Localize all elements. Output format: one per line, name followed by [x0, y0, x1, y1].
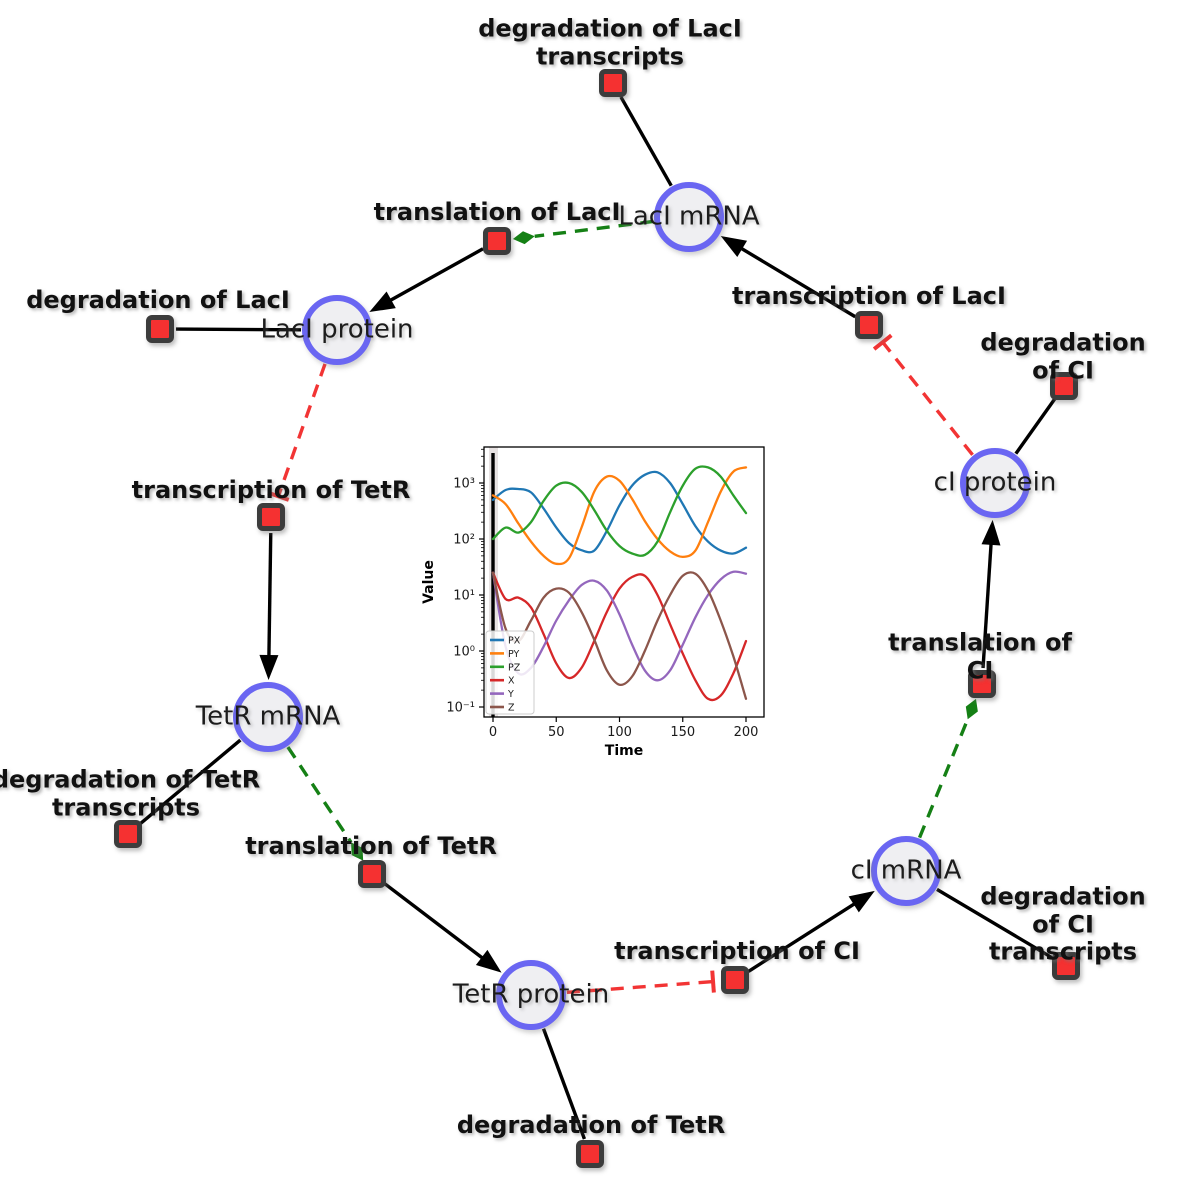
- edge-translation-laci-to-laci-protein: [369, 247, 484, 313]
- modifier-diamond-arrowhead: [965, 698, 978, 720]
- arrowhead: [981, 519, 1001, 546]
- species-label-ci-mrna: cI mRNA: [850, 855, 962, 886]
- reaction-label-deg-tetr-transcripts: degradation of TetR transcripts: [0, 765, 261, 821]
- svg-text:10¹: 10¹: [453, 589, 475, 604]
- reaction-label-translation-tetr: translation of TetR: [245, 832, 497, 861]
- arrowhead: [369, 291, 396, 313]
- edge-tetr-mrna-to-deg-tetr-transcripts: [139, 738, 242, 826]
- species-label-laci-mrna: LacI mRNA: [618, 201, 760, 232]
- edge-ci-protein-to-deg-ci: [1014, 398, 1057, 455]
- legend-entry-PY: PY: [508, 649, 520, 660]
- chart-axes-ticks: 0 50 100 150 200 10⁻¹ 10⁰ 10¹ 10² 10³: [446, 448, 759, 740]
- reaction-node-translation-ci[interactable]: [968, 670, 996, 698]
- reaction-node-deg-laci-transcripts[interactable]: [599, 69, 627, 97]
- y-axis-label: Value: [421, 560, 437, 604]
- svg-text:10³: 10³: [453, 477, 475, 492]
- legend-entry-Z: Z: [508, 703, 515, 714]
- arrowhead: [720, 236, 748, 258]
- species-label-laci-protein: LacI protein: [260, 314, 414, 345]
- svg-text:50: 50: [548, 725, 565, 740]
- svg-text:10⁰: 10⁰: [453, 645, 475, 660]
- arrowhead: [848, 890, 875, 913]
- chart-series: [491, 465, 748, 702]
- edge-laci-protein-to-deg-laci: [175, 327, 302, 332]
- svg-text:100: 100: [607, 725, 632, 740]
- legend-entry-X: X: [508, 676, 515, 687]
- reaction-label-transcription-ci: transcription of CI: [614, 937, 860, 966]
- modifier-diamond-arrowhead: [351, 842, 364, 861]
- svg-text:0: 0: [489, 725, 497, 740]
- inhibition-tee-head: [710, 970, 716, 993]
- legend-entry-PZ: PZ: [508, 662, 521, 673]
- species-node-laci-mrna[interactable]: [654, 182, 724, 252]
- reaction-node-deg-ci-transcripts[interactable]: [1052, 952, 1080, 980]
- reaction-label-deg-tetr: degradation of TetR: [456, 1111, 726, 1140]
- edge-laci-protein-to-transcription-tetr: [267, 363, 327, 502]
- edge-ci-mrna-to-translation-ci: [917, 698, 978, 839]
- reaction-node-deg-tetr[interactable]: [576, 1140, 604, 1168]
- reaction-label-deg-ci-transcripts: degradation of CI transcripts: [980, 882, 1146, 966]
- series-PX: [491, 470, 748, 555]
- svg-text:200: 200: [734, 725, 759, 740]
- edge-laci-mrna-to-deg-laci-transcripts: [619, 96, 673, 187]
- svg-text:10²: 10²: [453, 533, 475, 548]
- species-node-ci-mrna[interactable]: [871, 836, 941, 906]
- reaction-node-deg-ci[interactable]: [1050, 372, 1078, 400]
- inhibition-tee-head: [872, 333, 893, 351]
- edge-transcription-ci-to-ci-mrna: [747, 890, 875, 973]
- x-axis-label: Time: [605, 743, 643, 759]
- legend-entry-Y: Y: [507, 689, 514, 700]
- chart-frame: [483, 446, 765, 718]
- reaction-label-deg-laci: degradation of LacI: [26, 286, 290, 315]
- reaction-label-transcription-tetr: transcription of TetR: [131, 476, 411, 505]
- reaction-label-transcription-laci: transcription of LacI: [732, 282, 1006, 311]
- edge-tetr-protein-to-transcription-ci: [566, 970, 716, 995]
- series-Z: [491, 571, 748, 700]
- reaction-label-deg-ci: degradation of CI: [980, 328, 1146, 384]
- reaction-node-translation-laci[interactable]: [483, 227, 511, 255]
- reaction-label-translation-ci: translation of CI: [888, 628, 1072, 684]
- edge-tetr-mrna-to-translation-tetr: [286, 746, 364, 861]
- svg-text:150: 150: [670, 725, 695, 740]
- edge-transcription-laci-to-laci-mrna: [720, 236, 857, 319]
- series-PY: [491, 466, 748, 566]
- series-PZ: [491, 465, 748, 557]
- svg-text:10⁻¹: 10⁻¹: [446, 701, 475, 716]
- edge-laci-mrna-to-translation-laci: [512, 219, 654, 245]
- inset-timeseries-chart: 0 50 100 150 20010⁻¹10⁰10¹10²10³TimeValuePXP…: [421, 435, 784, 785]
- species-node-ci-protein[interactable]: [960, 448, 1030, 518]
- legend-entry-PX: PX: [508, 636, 521, 647]
- reaction-node-transcription-tetr[interactable]: [257, 503, 285, 531]
- edge-tetr-protein-to-deg-tetr: [541, 1028, 587, 1140]
- arrowhead: [259, 654, 279, 681]
- edge-translation-tetr-to-tetr-protein: [383, 882, 502, 973]
- modifier-diamond-arrowhead: [512, 231, 535, 245]
- reaction-node-transcription-laci[interactable]: [855, 311, 883, 339]
- inhibition-tee-head: [267, 490, 290, 502]
- edge-ci-protein-to-transcription-laci: [872, 333, 974, 456]
- arrowhead: [475, 949, 502, 973]
- species-node-laci-protein[interactable]: [302, 295, 372, 365]
- edge-ci-mrna-to-deg-ci-transcripts: [936, 887, 1054, 960]
- chart-legend: PX PY PZ XYZ: [485, 630, 535, 715]
- species-node-tetr-mrna[interactable]: [233, 682, 303, 752]
- reaction-node-deg-laci[interactable]: [146, 315, 174, 343]
- species-label-tetr-protein: TetR protein: [452, 979, 610, 1010]
- reaction-node-translation-tetr[interactable]: [358, 860, 386, 888]
- reaction-node-transcription-ci[interactable]: [721, 966, 749, 994]
- reaction-label-translation-laci: translation of LacI: [373, 198, 621, 227]
- reaction-node-deg-tetr-transcripts[interactable]: [114, 820, 142, 848]
- edge-transcription-tetr-to-tetr-mrna: [259, 532, 279, 681]
- species-label-ci-protein: cI protein: [933, 467, 1057, 498]
- species-label-tetr-mrna: TetR mRNA: [195, 701, 341, 732]
- edge-translation-ci-to-ci-protein: [981, 519, 1001, 669]
- species-node-tetr-protein[interactable]: [496, 960, 566, 1030]
- reaction-label-deg-laci-transcripts: degradation of LacI transcripts: [478, 14, 742, 70]
